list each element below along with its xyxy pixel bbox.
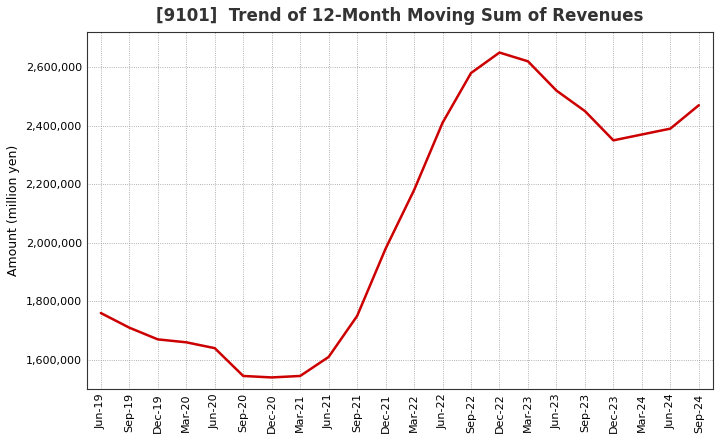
Title: [9101]  Trend of 12-Month Moving Sum of Revenues: [9101] Trend of 12-Month Moving Sum of R… (156, 7, 644, 25)
Y-axis label: Amount (million yen): Amount (million yen) (7, 145, 20, 276)
